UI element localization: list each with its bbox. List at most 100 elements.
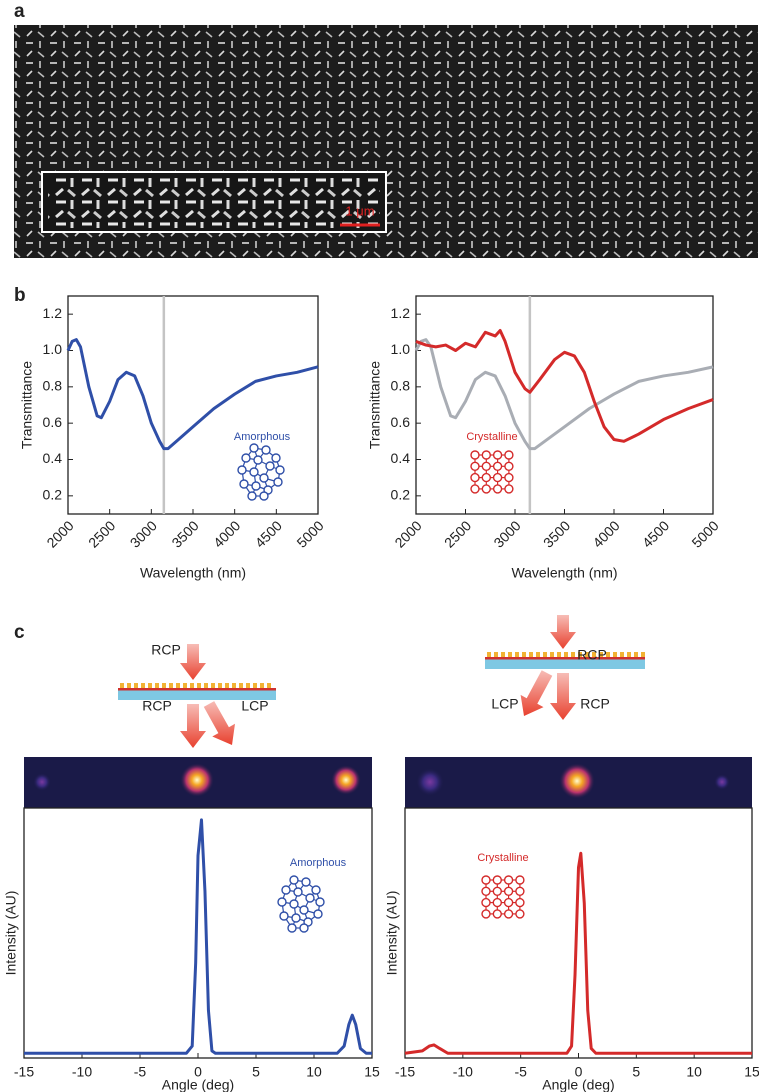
y-tick-label: 1.0 xyxy=(391,341,411,357)
lattice-atom xyxy=(470,484,480,494)
x-tick-label: -5 xyxy=(514,1064,527,1080)
lattice-atom xyxy=(492,875,502,885)
x-tick-label: 4000 xyxy=(589,517,622,550)
series-label: Crystalline xyxy=(466,431,517,443)
x-tick-label: 10 xyxy=(686,1064,702,1080)
lattice-atom xyxy=(259,491,269,501)
y-tick-label: 1.0 xyxy=(43,341,63,357)
lattice-atom xyxy=(481,450,491,460)
nanorod xyxy=(557,652,561,657)
x-tick-label: 15 xyxy=(744,1064,759,1080)
panel-label: c xyxy=(14,622,25,643)
lattice-atom xyxy=(492,450,503,460)
nanorod xyxy=(613,652,617,657)
x-tick-label: 2000 xyxy=(391,517,424,550)
nanorod xyxy=(183,683,187,688)
nanorod xyxy=(571,652,575,657)
lattice-atom xyxy=(299,923,309,933)
nanorod xyxy=(162,683,166,688)
x-tick-label: 5000 xyxy=(688,517,721,550)
nanorod xyxy=(515,652,519,657)
x-tick-label: 2500 xyxy=(85,517,118,550)
series-label: Amorphous xyxy=(234,431,291,443)
lattice-atom xyxy=(249,467,259,477)
y-axis-label: Intensity (AU) xyxy=(384,891,400,976)
nanorod xyxy=(134,683,138,688)
lattice-atom xyxy=(311,885,321,895)
lattice-atom xyxy=(281,885,291,895)
nanorod xyxy=(155,683,159,688)
lattice-atom xyxy=(515,897,525,908)
lattice-atom xyxy=(515,886,525,896)
panel-label: a xyxy=(14,1,25,22)
lattice-atom xyxy=(503,875,514,885)
nanorod xyxy=(148,683,152,688)
light-arrow xyxy=(203,701,235,745)
light-arrow xyxy=(180,704,206,748)
nanorod xyxy=(267,683,271,688)
nanorod xyxy=(169,683,173,688)
lattice-atom xyxy=(271,453,281,463)
lattice-atom xyxy=(481,875,491,885)
x-tick-label: 3500 xyxy=(168,517,201,550)
lattice-atom xyxy=(279,911,289,921)
lattice-atom xyxy=(492,461,503,471)
y-axis-label: Transmittance xyxy=(19,361,35,449)
light-arrow xyxy=(180,644,206,680)
nanorod xyxy=(564,652,568,657)
x-tick-label: 3000 xyxy=(490,517,523,550)
panel-label: b xyxy=(14,285,26,306)
lattice-atom xyxy=(261,445,271,455)
lattice-atom xyxy=(275,465,285,475)
lattice-atom xyxy=(481,461,491,471)
lattice-atom xyxy=(301,877,311,887)
x-tick-label: -5 xyxy=(134,1064,147,1080)
x-tick-label: 2000 xyxy=(43,517,76,550)
nanorod xyxy=(141,683,145,688)
nanorod xyxy=(606,652,610,657)
nanorod xyxy=(508,652,512,657)
x-axis-label: Angle (deg) xyxy=(162,1077,234,1092)
x-axis-label: Wavelength (nm) xyxy=(511,565,617,581)
nanorod xyxy=(190,683,194,688)
y-tick-label: 1.2 xyxy=(391,305,411,321)
series-label: Amorphous xyxy=(290,857,347,869)
diffraction-spot xyxy=(33,773,51,791)
x-tick-label: 2500 xyxy=(441,517,474,550)
diffraction-spot xyxy=(416,768,444,796)
lattice-atom xyxy=(470,450,480,460)
nanorod xyxy=(634,652,638,657)
y-tick-label: 0.2 xyxy=(43,487,63,503)
diffraction-spot xyxy=(331,765,361,795)
nanorod xyxy=(627,652,631,657)
data-line xyxy=(24,818,372,1055)
y-tick-label: 0.8 xyxy=(391,378,411,394)
lattice-atom xyxy=(313,909,323,919)
lattice-atom xyxy=(504,484,514,494)
lattice-atom xyxy=(515,909,525,919)
lattice-atom xyxy=(237,465,247,475)
nanorod xyxy=(120,683,124,688)
nanorod xyxy=(501,652,505,657)
x-tick-label: 0 xyxy=(575,1064,583,1080)
x-tick-label: -15 xyxy=(395,1064,415,1080)
x-tick-label: 5000 xyxy=(293,517,326,550)
y-tick-label: 0.6 xyxy=(391,414,411,430)
scale-bar-label: 1 μm xyxy=(345,203,374,218)
x-tick-label: -10 xyxy=(72,1064,92,1080)
y-axis-label: Transmittance xyxy=(367,361,383,449)
nanorod xyxy=(225,683,229,688)
lattice-atom xyxy=(492,472,503,483)
x-tick-label: 4000 xyxy=(210,517,243,550)
lattice-atom xyxy=(273,477,283,487)
nanorod xyxy=(239,683,243,688)
nanorod xyxy=(585,652,589,657)
x-tick-label: 3000 xyxy=(127,517,160,550)
nanorod xyxy=(641,652,645,657)
x-tick-label: 3500 xyxy=(540,517,573,550)
data-line xyxy=(66,338,319,451)
plot-area xyxy=(415,295,714,515)
lattice-atom xyxy=(492,484,503,494)
